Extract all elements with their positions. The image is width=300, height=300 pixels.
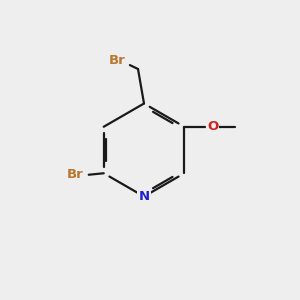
Text: Br: Br [67, 168, 84, 181]
Text: Br: Br [109, 53, 125, 67]
Text: N: N [138, 190, 150, 203]
Text: O: O [207, 120, 218, 133]
